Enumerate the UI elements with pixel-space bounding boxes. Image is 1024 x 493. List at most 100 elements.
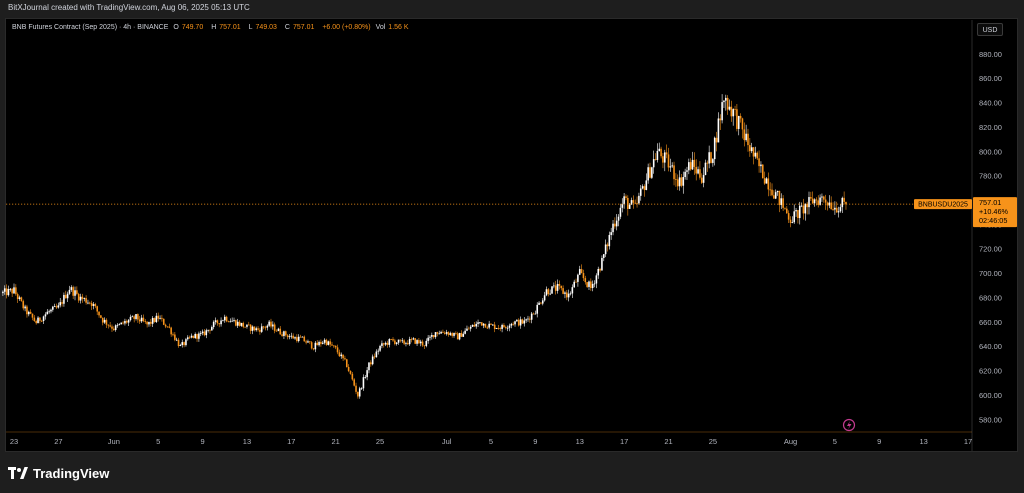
candle-body <box>248 324 250 326</box>
candle-body <box>94 304 97 307</box>
chart-area[interactable] <box>5 18 1018 452</box>
candle-body <box>480 322 483 326</box>
candle-body <box>614 223 616 227</box>
candle-body <box>811 198 814 204</box>
candle-body <box>660 148 662 157</box>
candle-body <box>188 337 191 339</box>
candle-body <box>11 288 13 294</box>
candle-body <box>150 321 152 324</box>
candle-body <box>281 334 283 336</box>
candle-body <box>712 159 714 163</box>
candle-body <box>797 210 799 219</box>
candle-body <box>103 319 106 323</box>
candle-body <box>111 326 113 329</box>
candle-body <box>144 321 147 322</box>
candle-body <box>338 352 341 357</box>
y-tick-label: 600.00 <box>979 391 1002 400</box>
candle-body <box>381 343 383 346</box>
candle-body <box>310 342 313 349</box>
candle-body <box>109 325 111 327</box>
candle-body <box>837 211 840 213</box>
candle-body <box>66 293 69 299</box>
currency-button[interactable]: USD <box>977 23 1003 36</box>
candle-body <box>301 336 304 338</box>
candle-body <box>689 162 692 170</box>
candle-body <box>545 289 548 296</box>
candle-body <box>133 316 135 319</box>
candle-body <box>33 317 36 322</box>
candle-body <box>29 311 32 314</box>
candle-body <box>834 207 836 210</box>
candle-body <box>101 317 104 323</box>
candle-body <box>434 332 437 338</box>
candle-body <box>205 330 208 336</box>
candle-body <box>201 331 204 334</box>
candle-body <box>2 291 4 294</box>
candle-body <box>207 329 209 331</box>
candle-body <box>345 359 348 368</box>
candle-body <box>192 335 195 339</box>
candle-body <box>767 178 770 190</box>
lightning-icon <box>847 421 852 430</box>
candle-body <box>388 339 391 345</box>
candle-body <box>70 287 73 290</box>
candle-body <box>162 318 165 325</box>
candle-body <box>168 326 171 328</box>
candle-body <box>299 336 302 338</box>
candle-body <box>810 197 812 199</box>
attribution-header: BitXJournal created with TradingView.com… <box>8 3 250 12</box>
candle-body <box>822 196 825 200</box>
candle-body <box>602 254 605 258</box>
candle-body <box>484 323 487 328</box>
candle-body <box>334 345 337 348</box>
candle-body <box>455 332 457 334</box>
event-badge-icon <box>842 418 856 432</box>
candle-body <box>540 302 542 304</box>
candle-body <box>327 341 330 345</box>
candle-body <box>566 292 568 298</box>
candle-body <box>203 331 206 336</box>
candle-body <box>432 335 435 338</box>
candle-body <box>643 186 646 190</box>
candle-body <box>713 137 716 160</box>
volume-key: Vol <box>375 24 386 31</box>
candle-body <box>530 313 533 320</box>
candle-body <box>90 303 93 306</box>
candle-body <box>392 339 394 341</box>
candle-body <box>752 147 755 157</box>
x-tick-label: Jun <box>108 437 120 446</box>
candle-body <box>190 335 193 338</box>
candle-body <box>3 288 6 292</box>
x-tick-label: 9 <box>533 437 537 446</box>
candle-body <box>355 385 357 392</box>
candle-body <box>639 188 642 196</box>
candle-body <box>283 331 285 336</box>
candle-body <box>360 388 363 390</box>
tradingview-logo[interactable]: TradingView <box>8 464 109 482</box>
candle-body <box>523 320 526 324</box>
candle-body <box>521 319 524 324</box>
candle-body <box>423 345 426 347</box>
candle-body <box>604 244 607 255</box>
candle-body <box>586 282 588 287</box>
candle-body <box>782 198 784 208</box>
candle-body <box>469 326 472 329</box>
candle-body <box>353 379 355 386</box>
candle-body <box>601 257 603 271</box>
candle-body <box>242 322 245 327</box>
candle-body <box>214 320 217 322</box>
candle-body <box>414 338 416 344</box>
candle-body <box>595 275 598 284</box>
candle-body <box>695 166 698 174</box>
candle-body <box>371 356 374 365</box>
candle-body <box>175 339 178 341</box>
candle-body <box>297 336 300 342</box>
candle-body <box>16 294 19 300</box>
candle-body <box>362 377 365 389</box>
candle-body <box>802 205 805 214</box>
candle-body <box>532 313 535 315</box>
candle-body <box>222 320 224 322</box>
candle-body <box>468 328 470 330</box>
candle-body <box>107 324 110 326</box>
